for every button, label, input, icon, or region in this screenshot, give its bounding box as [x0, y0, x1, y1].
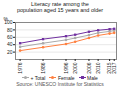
- html-text:Female: Female: [57, 74, 75, 81]
- svg-text:2000: 2000: [72, 62, 78, 73]
- html-text:Literacy rate among the popula: Literacy rate among the population aged …: [16, 1, 104, 14]
- html-text:+ Total: + Total: [30, 74, 46, 81]
- svg-text:80: 80: [7, 26, 13, 32]
- svg-text:2006: 2006: [86, 62, 92, 73]
- svg-text:1986: 1986: [40, 62, 46, 73]
- svg-text:2017: 2017: [111, 62, 117, 73]
- html-text:Male: Male: [87, 74, 98, 81]
- svg-text:60: 60: [7, 34, 13, 40]
- svg-text:1976: 1976: [17, 62, 23, 73]
- svg-text:%: %: [4, 16, 9, 22]
- svg-text:2015: 2015: [106, 62, 113, 74]
- svg-text:20: 20: [7, 48, 13, 54]
- svg-text:2010: 2010: [95, 62, 101, 73]
- html-text:Source: UNESCO Institute for S: Source: UNESCO Institute for Statistics: [16, 80, 104, 87]
- svg-text:100: 100: [4, 18, 13, 25]
- svg-text:1996: 1996: [63, 62, 69, 73]
- svg-text:40: 40: [7, 41, 13, 47]
